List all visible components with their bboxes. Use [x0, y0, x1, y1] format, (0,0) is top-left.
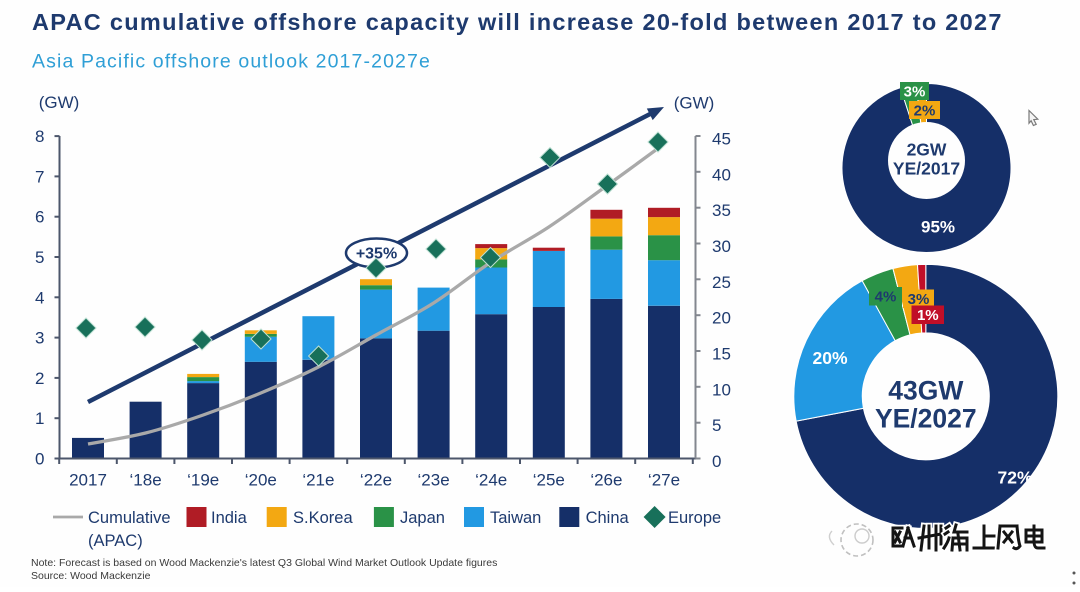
- svg-text:6: 6: [35, 208, 44, 227]
- svg-text:0: 0: [712, 452, 721, 471]
- svg-text:‘26e: ‘26e: [590, 471, 622, 490]
- svg-text:3: 3: [35, 329, 44, 348]
- svg-text:YE/2027: YE/2027: [875, 404, 977, 434]
- svg-text:30: 30: [712, 237, 731, 256]
- svg-text:2%: 2%: [914, 103, 936, 120]
- svg-text:4%: 4%: [875, 289, 897, 306]
- svg-text:‘27e: ‘27e: [648, 471, 680, 490]
- svg-text:1%: 1%: [917, 307, 939, 324]
- svg-text:‘24e: ‘24e: [475, 471, 507, 490]
- svg-text:Asia Pacific offshore outlook: Asia Pacific offshore outlook 2017-2027e: [32, 51, 431, 73]
- svg-text:25: 25: [712, 273, 731, 292]
- svg-text:Europe: Europe: [668, 509, 721, 527]
- svg-text:‘22e: ‘22e: [360, 471, 392, 490]
- svg-text:7: 7: [35, 167, 44, 186]
- svg-text:(APAC): (APAC): [88, 532, 143, 550]
- svg-text:72%: 72%: [997, 468, 1032, 488]
- svg-text:1: 1: [35, 409, 44, 428]
- svg-text:8: 8: [35, 127, 44, 146]
- svg-text:Taiwan: Taiwan: [490, 509, 541, 527]
- svg-text:35: 35: [712, 201, 731, 220]
- svg-text:3%: 3%: [904, 84, 926, 101]
- svg-text:YE/2017: YE/2017: [893, 159, 960, 179]
- svg-text:‘25e: ‘25e: [533, 471, 565, 490]
- svg-text:5: 5: [712, 416, 721, 435]
- svg-text:0: 0: [35, 450, 44, 469]
- svg-text:Note: Forecast is based on Woo: Note: Forecast is based on Wood Mackenzi…: [31, 557, 497, 569]
- svg-text:2017: 2017: [69, 471, 107, 490]
- svg-text:45: 45: [712, 130, 731, 149]
- svg-text:‘21e: ‘21e: [302, 471, 334, 490]
- svg-text:‘23e: ‘23e: [418, 471, 450, 490]
- svg-text:APAC cumulative offshore capac: APAC cumulative offshore capacity will i…: [32, 9, 1003, 35]
- svg-text:Japan: Japan: [400, 509, 445, 527]
- svg-text:40: 40: [712, 165, 731, 184]
- svg-text:Cumulative: Cumulative: [88, 509, 171, 527]
- svg-text:4: 4: [35, 288, 44, 307]
- svg-text:(GW): (GW): [39, 93, 80, 112]
- svg-text:China: China: [586, 509, 630, 527]
- svg-text:India: India: [211, 509, 248, 527]
- svg-text:5: 5: [35, 248, 44, 267]
- svg-text:S.Korea: S.Korea: [293, 509, 353, 527]
- svg-text:43GW: 43GW: [888, 376, 963, 406]
- svg-text:2GW: 2GW: [907, 140, 947, 160]
- svg-text:10: 10: [712, 380, 731, 399]
- svg-text:‘18e: ‘18e: [130, 471, 162, 490]
- svg-text:15: 15: [712, 345, 731, 364]
- svg-text:3%: 3%: [908, 291, 930, 308]
- svg-text:‘19e: ‘19e: [187, 471, 219, 490]
- svg-text:2: 2: [35, 369, 44, 388]
- svg-text:‘20e: ‘20e: [245, 471, 277, 490]
- svg-text:(GW): (GW): [674, 94, 715, 113]
- svg-text:20%: 20%: [812, 348, 847, 368]
- svg-text:95%: 95%: [921, 218, 955, 237]
- svg-text:Source: Wood Mackenzie: Source: Wood Mackenzie: [31, 570, 151, 582]
- svg-text:20: 20: [712, 309, 731, 328]
- svg-text:+35%: +35%: [356, 246, 397, 263]
